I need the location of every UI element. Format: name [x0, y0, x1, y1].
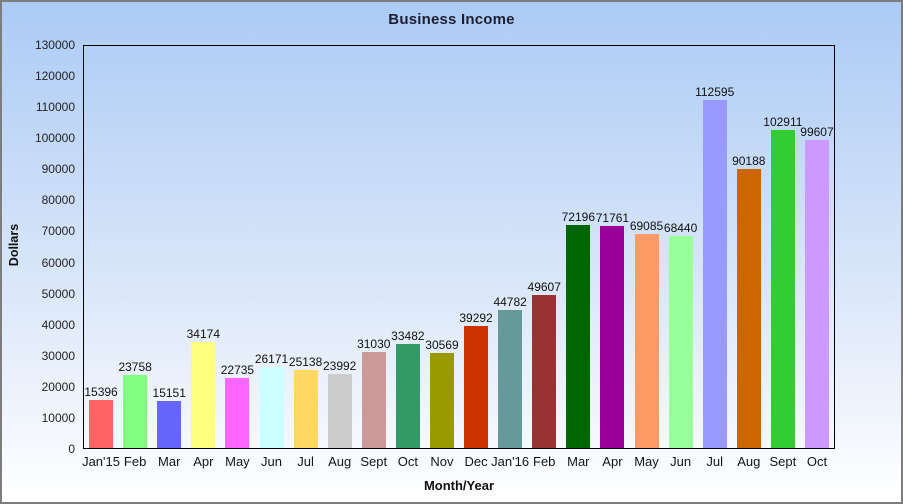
bar-value-label: 112595 — [695, 85, 735, 99]
x-axis-title: Month/Year — [423, 478, 495, 493]
bar-jun-5 — [259, 367, 284, 448]
bar-apr-15 — [600, 226, 625, 448]
bar-sept-20 — [770, 130, 795, 448]
chart-title: Business Income — [388, 11, 515, 28]
bar-aug-7 — [327, 374, 352, 448]
bar-jan16-12 — [498, 310, 523, 448]
y-tick-label: 30000 — [41, 348, 75, 363]
bar-value-label: 26171 — [254, 352, 289, 366]
x-tick-label: Dec — [464, 454, 488, 469]
bar-mar-2 — [157, 401, 182, 448]
bar-jul-6 — [293, 370, 318, 448]
x-tick-label: Feb — [533, 454, 556, 469]
bar-oct-21 — [804, 140, 829, 448]
bar-value-label: 23758 — [118, 360, 152, 374]
bar-apr-3 — [191, 342, 216, 448]
bar-sept-8 — [361, 352, 386, 448]
x-tick-label: Aug — [737, 454, 761, 469]
y-tick-label: 90000 — [41, 162, 75, 177]
x-tick-label: Mar — [567, 454, 590, 469]
y-tick-label: 20000 — [41, 379, 75, 394]
bar-may-16 — [634, 234, 659, 448]
bar-value-label: 99607 — [800, 125, 834, 139]
bar-jan15-0 — [89, 400, 114, 448]
bar-value-label: 102911 — [763, 115, 803, 129]
bar-value-label: 30569 — [425, 338, 459, 352]
bar-nov-10 — [429, 353, 454, 448]
bar-value-label: 69085 — [629, 219, 664, 233]
x-tick-label: Sept — [360, 454, 388, 469]
bar-jun-17 — [668, 236, 693, 448]
bar-value-label: 23992 — [322, 359, 357, 373]
x-tick-label: Jul — [706, 454, 723, 469]
bar-mar-14 — [566, 225, 591, 448]
bar-aug-19 — [736, 169, 761, 448]
y-tick-label: 80000 — [41, 193, 75, 208]
bar-value-label: 72196 — [561, 210, 595, 224]
bar-value-label: 71761 — [595, 211, 630, 225]
x-tick-label: Jan'16 — [491, 454, 530, 469]
bar-may-4 — [225, 378, 250, 448]
bar-value-label: 15396 — [84, 385, 118, 399]
x-tick-label: Oct — [806, 454, 828, 469]
bar-value-label: 22735 — [220, 363, 255, 377]
y-tick-label: 120000 — [34, 69, 75, 84]
bar-value-label: 68440 — [663, 221, 698, 235]
x-tick-label: Jun — [261, 454, 282, 469]
y-axis-ticks: 0 10000 20000 30000 40000 50000 60000 70000 8000… — [2, 39, 75, 455]
bar-value-label: 49607 — [527, 280, 561, 294]
y-tick-label: 50000 — [41, 286, 75, 301]
bar-value-label: 34174 — [186, 327, 220, 341]
x-tick-label: Jun — [670, 454, 692, 469]
x-tick-label: Apr — [193, 454, 214, 469]
x-tick-label: Mar — [158, 454, 181, 469]
bar-value-label: 31030 — [357, 337, 391, 351]
x-tick-label: Jan'15 — [82, 454, 120, 469]
bar-dec-11 — [464, 326, 489, 448]
bar-oct-9 — [395, 344, 420, 448]
plot-area: 15396 23758 15151 34174 22735 26171 25138 23992… — [83, 45, 835, 449]
y-tick-label: 0 — [68, 442, 75, 456]
y-tick-label: 130000 — [34, 38, 75, 52]
bar-value-label: 15151 — [152, 386, 186, 400]
x-tick-label: Nov — [430, 454, 454, 469]
x-tick-label: Apr — [602, 454, 623, 469]
y-tick-label: 40000 — [41, 317, 75, 332]
x-axis-ticks: Jan'15 Feb Mar Apr May Jun Jul Aug Sept Oct Nov Dec… — [82, 454, 835, 471]
bar-value-label: 44782 — [493, 295, 527, 309]
bar-feb-13 — [532, 295, 557, 448]
x-tick-label: Feb — [123, 454, 147, 469]
y-tick-label: 100000 — [34, 131, 75, 146]
bar-feb-1 — [123, 375, 148, 448]
bar-jul-18 — [702, 100, 727, 448]
x-tick-label: Sept — [769, 454, 797, 469]
bar-value-label: 39292 — [459, 311, 493, 325]
x-tick-label: May — [634, 454, 659, 469]
y-tick-label: 10000 — [41, 410, 75, 425]
x-tick-label: Jul — [297, 454, 314, 469]
x-tick-label: Aug — [328, 454, 352, 469]
bar-value-label: 25138 — [288, 355, 323, 369]
bar-value-label: 90188 — [732, 154, 766, 168]
x-tick-label: Oct — [397, 454, 418, 469]
y-tick-label: 110000 — [35, 100, 75, 115]
y-tick-label: 70000 — [41, 224, 75, 239]
bar-value-label: 33482 — [391, 329, 425, 343]
x-tick-label: May — [225, 454, 250, 469]
y-tick-label: 60000 — [41, 255, 75, 270]
